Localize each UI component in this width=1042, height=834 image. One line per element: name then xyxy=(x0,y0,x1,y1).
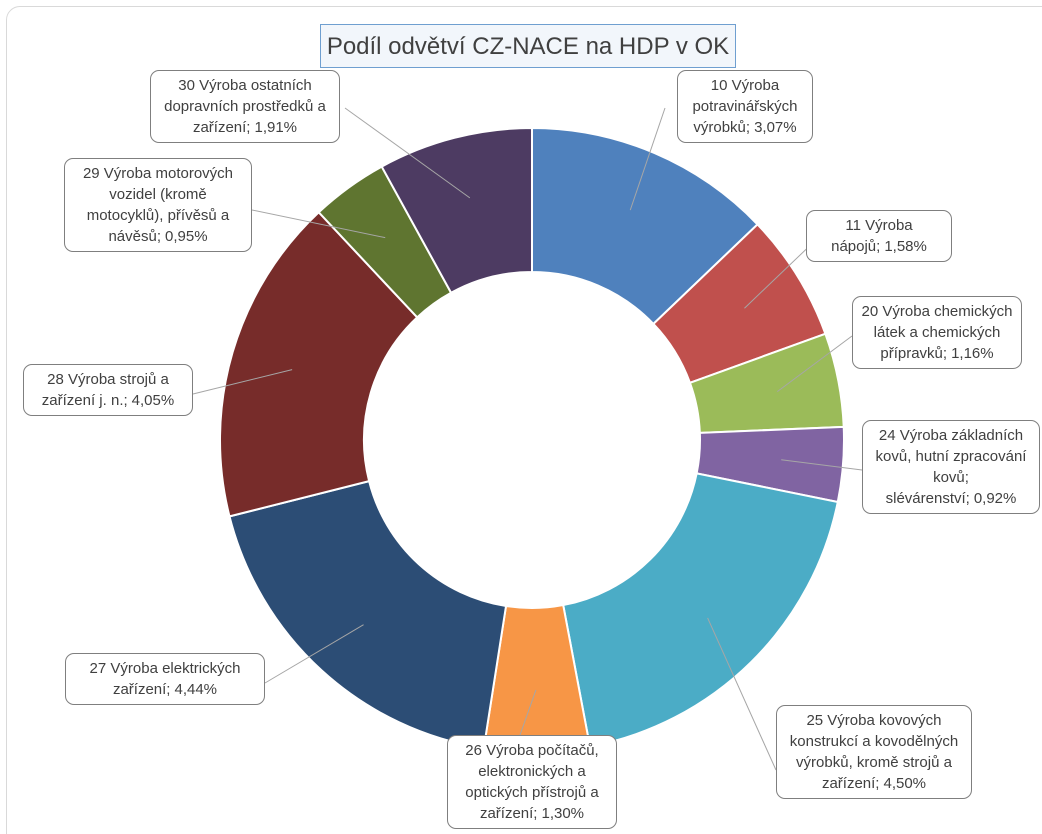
value-label: 4,50% xyxy=(883,775,927,792)
category-label: 29 Výroba motorových vozidel (kromě moto… xyxy=(82,165,234,245)
leader-line xyxy=(519,689,537,736)
category-label: 30 Výroba ostatních dopravních prostředk… xyxy=(164,77,326,136)
leader-line xyxy=(192,369,293,395)
data-label: 30 Výroba ostatních dopravních prostředk… xyxy=(150,70,340,143)
value-label: 1,58% xyxy=(884,238,927,255)
donut-slice xyxy=(380,126,533,295)
category-label: 11 Výroba nápojů; xyxy=(831,217,913,255)
value-label: 0,95% xyxy=(165,228,208,245)
data-label: 11 Výroba nápojů; 1,58% xyxy=(806,210,952,262)
donut-slice xyxy=(531,126,759,326)
data-label: 27 Výroba elektrických zařízení; 4,44% xyxy=(65,653,265,705)
leader-line xyxy=(344,107,471,199)
leader-line xyxy=(629,107,666,211)
category-label: 20 Výroba chemických látek a chemických … xyxy=(861,303,1013,362)
value-label: 3,07% xyxy=(754,119,797,136)
data-label: 26 Výroba počítačů, elektronických a opt… xyxy=(447,735,617,829)
leader-line xyxy=(264,624,364,684)
category-label: 25 Výroba kovových konstrukcí a kovoděln… xyxy=(789,712,959,792)
category-label: 26 Výroba počítačů, elektronických a opt… xyxy=(465,742,599,822)
data-label: 25 Výroba kovových konstrukcí a kovoděln… xyxy=(776,705,972,799)
leader-line xyxy=(251,209,386,239)
category-label: 28 Výroba strojů a zařízení j. n.; xyxy=(41,371,169,409)
leader-line xyxy=(776,335,853,393)
value-label: 4,44% xyxy=(174,681,218,698)
leader-line xyxy=(781,459,863,471)
category-label: 10 Výroba potravinářských výrobků; xyxy=(692,77,798,136)
value-label: 1,16% xyxy=(951,345,994,362)
data-label: 29 Výroba motorových vozidel (kromě moto… xyxy=(64,158,252,252)
donut-slice xyxy=(228,479,508,750)
leader-line xyxy=(707,617,777,771)
value-label: 1,30% xyxy=(541,805,585,822)
category-label: 27 Výroba elektrických zařízení; xyxy=(89,660,241,698)
value-label: 1,91% xyxy=(254,119,298,136)
chart-title: Podíl odvětví CZ-NACE na HDP v OK xyxy=(320,24,736,68)
value-label: 0,92% xyxy=(973,490,1017,507)
data-label: 24 Výroba základních kovů, hutní zpracov… xyxy=(862,420,1040,514)
data-label: 28 Výroba strojů a zařízení j. n.; 4,05% xyxy=(23,364,193,416)
chart-frame xyxy=(6,6,1042,834)
data-label: 10 Výroba potravinářských výrobků; 3,07% xyxy=(677,70,813,143)
data-label: 20 Výroba chemických látek a chemických … xyxy=(852,296,1022,369)
category-label: 24 Výroba základních kovů, hutní zpracov… xyxy=(875,427,1027,507)
donut-slice xyxy=(219,210,419,518)
value-label: 4,05% xyxy=(131,392,175,409)
